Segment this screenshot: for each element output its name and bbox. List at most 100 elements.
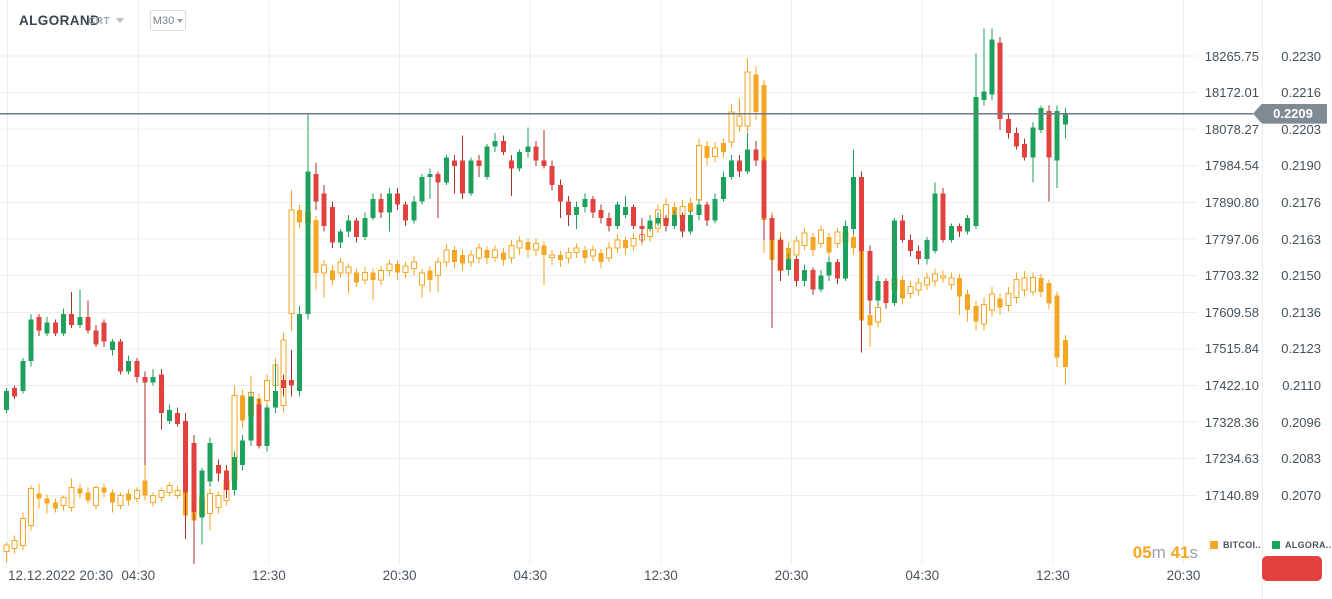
btc-candle-40 — [329, 270, 335, 281]
btc-candle-14 — [117, 494, 124, 506]
btc-candle-26 — [215, 494, 222, 508]
btc-candle-72 — [589, 249, 596, 257]
algo-candle-67 — [549, 165, 555, 186]
algo-candle-21 — [175, 412, 181, 424]
btc-candle-73 — [598, 253, 604, 263]
algo-candle-98 — [802, 270, 808, 282]
expiry-timer: 05m 41s — [1040, 543, 1198, 563]
algo-candle-105 — [859, 176, 865, 251]
algo-candle-49 — [403, 204, 409, 221]
btc-candle-86 — [704, 146, 710, 159]
algo-candle-38 — [313, 174, 319, 202]
chart-type-label: CRT — [88, 16, 111, 27]
algo-candle-2 — [20, 360, 26, 391]
algo-candle-90 — [737, 160, 743, 172]
btc-candle-63 — [516, 240, 523, 249]
btc-candle-54 — [443, 249, 450, 263]
algo-candle-1 — [12, 388, 18, 397]
btc-candle-1 — [11, 540, 18, 549]
algo-candle-13 — [109, 341, 115, 350]
btc-candle-58 — [475, 247, 482, 259]
algo-candle-94 — [769, 217, 775, 240]
btc-price-tick: 17890.80 — [1204, 194, 1259, 210]
algo-candle-124 — [1013, 132, 1019, 147]
algo-price-tick: 0.2123 — [1281, 341, 1321, 357]
btc-price-tick: 18172.01 — [1204, 85, 1259, 101]
btc-candle-11 — [93, 486, 100, 506]
algo-candle-119 — [973, 97, 979, 227]
algo-candle-30 — [248, 396, 254, 441]
btc-candle-99 — [810, 237, 816, 250]
btc-candle-8 — [68, 486, 75, 508]
algo-candle-128 — [1046, 110, 1052, 158]
btc-candle-10 — [85, 492, 91, 501]
btc-candle-121 — [989, 293, 996, 311]
btc-candle-93 — [761, 85, 767, 220]
timeframe-dropdown[interactable]: M30 — [150, 10, 186, 31]
algo-candle-31 — [256, 404, 262, 446]
algo-candle-64 — [525, 146, 531, 153]
red-action-button[interactable] — [1262, 556, 1322, 581]
algo-candle-41 — [337, 231, 343, 243]
algo-candle-79 — [647, 220, 653, 229]
algo-candle-55 — [451, 160, 457, 166]
algo-candle-44 — [362, 217, 368, 238]
btc-candle-46 — [378, 269, 385, 281]
btc-price-tick: 17703.32 — [1204, 268, 1259, 284]
algo-candle-10 — [85, 316, 91, 331]
algo-candle-125 — [1022, 143, 1028, 158]
legend-label: ALGORA.. — [1285, 540, 1332, 550]
timeframe-label: M30 — [152, 14, 175, 27]
algo-candle-108 — [883, 281, 889, 304]
algo-candle-129 — [1054, 110, 1060, 161]
btc-candle-53 — [435, 261, 442, 276]
btc-candle-0 — [3, 544, 10, 552]
time-tick-label: 20:30 — [382, 568, 417, 583]
algo-candle-101 — [826, 261, 832, 276]
btc-candle-21 — [174, 490, 181, 496]
algorand-color-swatch — [1272, 541, 1280, 549]
btc-candle-6 — [52, 502, 58, 509]
algo-candle-75 — [614, 204, 620, 227]
btc-candle-66 — [541, 245, 547, 256]
algo-candle-77 — [631, 207, 637, 227]
algo-candle-53 — [435, 174, 441, 183]
legend-label: BITCOI.. — [1223, 540, 1261, 550]
btc-candle-106 — [867, 315, 873, 326]
algo-candle-116 — [948, 226, 954, 240]
btc-candle-115 — [940, 275, 947, 279]
algo-candle-86 — [704, 204, 710, 221]
btc-candle-125 — [1021, 277, 1028, 291]
legend-item-algorand[interactable]: ALGORA.. — [1272, 540, 1331, 550]
algo-candle-70 — [574, 207, 580, 216]
algo-candle-126 — [1030, 127, 1036, 158]
algo-candle-93 — [761, 160, 767, 218]
algo-candle-85 — [696, 204, 702, 216]
btc-candle-65 — [532, 242, 539, 251]
algo-candle-39 — [321, 193, 327, 227]
algo-candle-117 — [956, 226, 962, 232]
algo-candle-84 — [688, 215, 694, 232]
btc-candle-90 — [736, 115, 743, 127]
algo-candle-5 — [44, 322, 50, 334]
algo-candle-81 — [663, 217, 669, 227]
algo-candle-43 — [354, 220, 360, 238]
algo-candle-35 — [289, 379, 295, 386]
btc-candle-7 — [60, 497, 67, 506]
algo-candle-59 — [484, 146, 490, 177]
algo-candle-89 — [728, 160, 734, 177]
algo-candle-18 — [150, 377, 156, 383]
legend-item-bitcoin[interactable]: BITCOI.. — [1210, 540, 1261, 550]
algo-candle-107 — [875, 281, 881, 301]
algo-candle-103 — [842, 226, 848, 279]
algo-candle-58 — [476, 160, 482, 166]
timer-seconds: 41 — [1170, 543, 1190, 562]
btc-candle-102 — [834, 231, 841, 244]
algo-candle-92 — [753, 149, 759, 161]
chart-type-dropdown[interactable]: CRT — [88, 16, 125, 27]
btc-candle-117 — [956, 278, 962, 297]
algo-price-tick: 0.2190 — [1281, 158, 1321, 174]
btc-candle-104 — [851, 237, 857, 249]
btc-price-tick: 18265.75 — [1204, 48, 1259, 64]
